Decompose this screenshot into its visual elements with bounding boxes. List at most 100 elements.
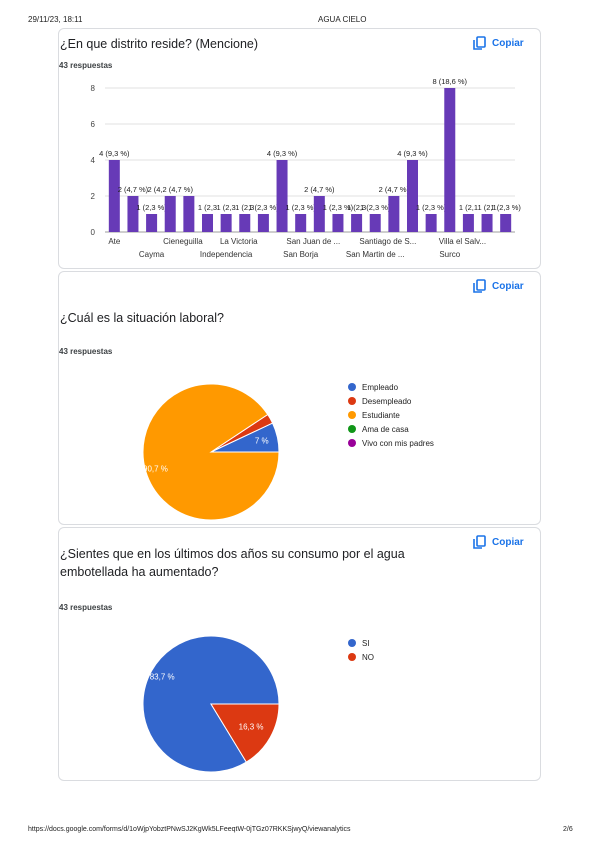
footer-page-number: 2/6 [563, 826, 573, 833]
legend-label: Ama de casa [362, 424, 409, 434]
copy-label: Copiar [492, 281, 524, 292]
bar [462, 214, 474, 232]
question-card-consumption: Copiar ¿Sientes que en los últimos dos a… [58, 527, 541, 781]
pie-label: 90,7 % [143, 465, 168, 474]
legend-swatch [348, 397, 356, 405]
data-label: 1 (2,3 %) [323, 203, 354, 212]
legend-item: Desempleado [348, 394, 434, 408]
legend-item: Ama de casa [348, 422, 434, 436]
bar [276, 160, 288, 232]
copy-button[interactable]: Copiar [473, 36, 524, 51]
data-label: 2 (4,7 %) [304, 185, 335, 194]
question-title: ¿Cuál es la situación laboral? [60, 311, 224, 325]
data-label: 2 (4,2 (4,7 %) [148, 185, 194, 194]
question-card-employment: Copiar ¿Cuál es la situación laboral? 43… [58, 271, 541, 525]
data-label: 4 (9,3 %) [99, 149, 130, 158]
legend-label: Estudiante [362, 410, 400, 420]
data-label: 1 (2,3 [198, 203, 217, 212]
bar-chart-district: 0 2 4 6 8 4 (9,3 %) 2 (4,7 %) 1 (2,3 %) 2 (4,2 (… [91, 77, 522, 259]
bar [388, 196, 400, 232]
bar [295, 214, 307, 232]
copy-icon [473, 36, 486, 50]
pie-label: 7 % [255, 437, 269, 446]
response-count: 43 respuestas [59, 347, 113, 356]
data-label: 1 (2,3 [235, 203, 254, 212]
x-tick-label: San Martin de ... [346, 250, 405, 259]
data-label: 1 (2,3 %) [136, 203, 167, 212]
bar [407, 160, 418, 232]
bar [239, 214, 251, 232]
data-label: 4 (9,3 %) [267, 149, 298, 158]
copy-icon [473, 535, 486, 549]
data-label: 2 (4,7 %) [379, 185, 410, 194]
x-tick-label: Ate [108, 237, 121, 246]
bar [164, 196, 176, 232]
data-label: 1 (2,1 [459, 203, 478, 212]
legend-employment: Empleado Desempleado Estudiante Ama de c… [348, 380, 434, 450]
footer-url[interactable]: https://docs.google.com/forms/d/1oWjpYob… [28, 826, 351, 833]
x-tick-label: La Victoria [220, 237, 258, 246]
legend-label: SI [362, 638, 370, 648]
x-tick-label: Villa el Salv... [439, 237, 486, 246]
legend-item: Vivo con mis padres [348, 436, 434, 450]
data-label: 1 (2,3 %) [490, 203, 521, 212]
y-tick-label: 6 [91, 120, 96, 129]
bar [481, 214, 493, 232]
question-title-line1: ¿Sientes que en los últimos dos años su … [60, 547, 405, 561]
legend-swatch [348, 383, 356, 391]
data-label: 1 (2,3 %) [285, 203, 316, 212]
legend-swatch [348, 425, 356, 433]
data-label: 1 (2,3 %) [416, 203, 447, 212]
response-count: 43 respuestas [59, 61, 113, 70]
question-card-district: ¿En que distrito reside? (Mencione) Copi… [58, 28, 541, 269]
legend-item: Empleado [348, 380, 434, 394]
data-label: 4 (9,3 %) [397, 149, 428, 158]
data-label: 1 (2,3 [347, 203, 366, 212]
x-tick-label: San Borja [283, 250, 319, 259]
bar [351, 214, 363, 232]
pie-label: 83,7 % [150, 673, 175, 682]
data-label: 1 (2,3 [217, 203, 236, 212]
data-label: 1 (2,1 [477, 203, 496, 212]
copy-label: Copiar [492, 537, 524, 548]
legend-label: Vivo con mis padres [362, 438, 434, 448]
copy-label: Copiar [492, 38, 524, 49]
copy-button[interactable]: Copiar [473, 279, 524, 294]
pie-chart-consumption: 83,7 % 16,3 % [142, 635, 280, 773]
y-tick-label: 0 [91, 228, 96, 237]
legend-label: Empleado [362, 382, 399, 392]
legend-label: Desempleado [362, 396, 412, 406]
copy-button[interactable]: Copiar [473, 535, 524, 550]
legend-swatch [348, 439, 356, 447]
x-tick-label: Santiago de S... [359, 237, 416, 246]
legend-item: SI [348, 636, 374, 650]
legend-consumption: SI NO [348, 636, 374, 664]
question-title: ¿En que distrito reside? (Mencione) [60, 37, 259, 51]
bar [425, 214, 437, 232]
pie-chart-employment: 7 % 90,7 % [142, 383, 280, 521]
bar [183, 196, 195, 232]
x-tick-label: Cieneguilla [163, 237, 203, 246]
legend-label: NO [362, 652, 374, 662]
x-tick-label: San Juan de ... [286, 237, 340, 246]
legend-swatch [348, 639, 356, 647]
bar [127, 196, 139, 232]
legend-swatch [348, 653, 356, 661]
bar [444, 88, 456, 232]
print-datetime: 29/11/23, 18:11 [28, 15, 83, 24]
bar [500, 214, 512, 232]
legend-item: NO [348, 650, 374, 664]
legend-item: Estudiante [348, 408, 434, 422]
response-count: 43 respuestas [59, 603, 113, 612]
data-label: 8 (18,6 %) [432, 77, 467, 86]
bar [220, 214, 232, 232]
bar [202, 214, 213, 232]
pie-label: 16,3 % [239, 723, 264, 732]
question-title-line2: embotellada ha aumentado? [60, 565, 219, 579]
bar [108, 160, 120, 232]
x-tick-label: Independencia [200, 250, 253, 259]
y-tick-label: 2 [91, 192, 96, 201]
bar [146, 214, 158, 232]
y-tick-label: 8 [91, 84, 96, 93]
data-label: 2 (4,7 %) [118, 185, 149, 194]
